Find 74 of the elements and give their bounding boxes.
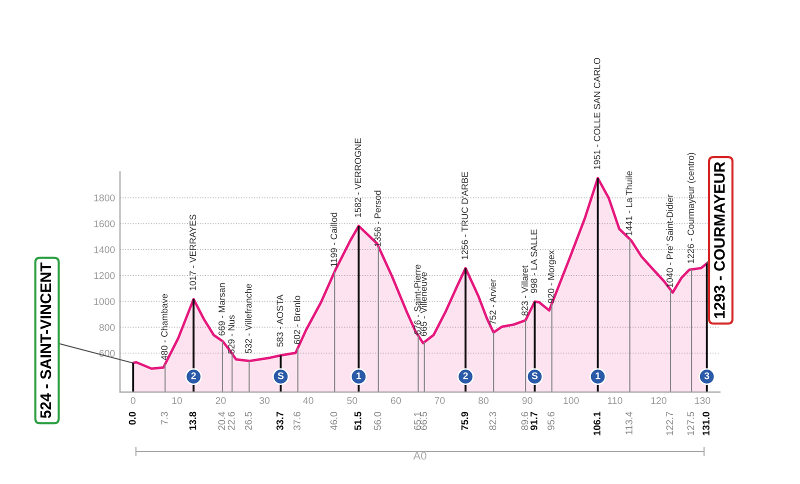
annotation: 1256 - TRUC D'ARBE [462,172,468,260]
ref-line-label: 7.3 [160,412,168,424]
y-tick-label: 1600 [94,220,115,228]
x-tick-label: 70 [434,397,445,404]
annotation: 1951 - COLLE SAN CARLO [594,58,600,170]
annotation: 920 - Morgex [548,250,556,303]
annotation: 676 - Saint-Pierre [414,264,421,335]
x-tick-label: 10 [172,397,182,404]
annotation: 1441 - La Thuile [626,171,632,236]
ref-line-label: 37.6 [294,412,300,430]
ref-line-label: 33.7 [276,412,284,430]
ref-line-label: 65.1 [414,412,421,430]
x-tick-label: 80 [478,397,489,404]
x-tick-label: 20 [216,397,226,404]
annotation: 583 - AOSTA [276,294,284,347]
ref-line-label: 75.9 [461,412,468,430]
x-tick-label: 40 [303,397,314,404]
ref-line-label: 22.6 [228,412,235,430]
annotation: S [278,372,284,380]
ref-line-label: 106.1 [594,412,600,436]
ref-line-label: 26.5 [244,412,252,430]
ref-line-label: 13.8 [189,412,196,430]
ref-line-label: 20.4 [218,412,226,430]
annotation: 998 - LA SALLE [530,229,538,293]
y-tick-label: 1200 [94,272,115,280]
ref-line-label: 127.5 [687,412,694,436]
x-tick-label: 120 [651,397,666,404]
ref-line-label: 131.0 [702,412,710,436]
annotation: 529 - Nus [228,315,235,354]
annotation: 602 - Brenlo [294,296,300,344]
annotation: 1199 - Caillod [330,212,338,267]
annotation: 1582 - VERROGNE [354,138,362,217]
x-tick-label: 50 [347,397,358,404]
y-tick-label: 1400 [94,246,115,254]
annotation: 524 - SAINT-VINCENT [40,262,52,418]
annotation: 665 - Villeneuve [420,272,427,336]
ref-line-label: 122.7 [666,412,674,436]
ref-line-label: 91.7 [530,412,538,430]
annotation: 2 [191,372,196,380]
annotation: 823 - Villaret [521,266,528,316]
annotation: 1356 - Persod [374,190,381,246]
annotation: 1017 - VERRAYES [190,214,196,290]
annotation: 1226 - Courmayeur (centro) [687,152,696,264]
ref-line-label: 46.0 [330,412,338,430]
annotation: 1 [356,372,362,380]
annotation: 1293 - COURMAYEUR [714,162,725,318]
x-tick-label: 90 [522,397,532,404]
annotation: 1 [596,372,600,380]
annotation: 3 [704,372,710,380]
x-tick-label: 110 [608,397,622,404]
y-tick-label: 1000 [94,298,115,305]
annotation: 669 - Marsan [218,283,225,336]
text: A0 [413,452,426,460]
x-tick-label: 60 [391,397,401,404]
annotation: 532 - Villefranche [244,284,252,354]
ref-line-label: 95.6 [548,412,554,430]
ref-line-label: 66.5 [420,412,427,430]
ref-line-label: 113.4 [626,412,632,434]
x-tick-label: 130 [695,397,710,404]
x-tick-label: 100 [564,397,579,404]
annotation: 1040 - Pre' Saint-Didier [666,194,673,288]
y-tick-label: 800 [99,324,115,331]
annotation: 480 - Chambave [160,294,168,360]
y-tick-label: 1800 [94,194,115,202]
x-tick-label: 30 [259,397,270,404]
annotation: 2 [463,372,468,380]
ref-line-label: 89.6 [521,412,528,430]
annotation: 752 - Arvier [489,279,496,325]
ref-line-label: 0.0 [128,412,136,425]
ref-line-label: 56.0 [374,412,382,430]
ref-line-label: 51.5 [354,412,362,430]
ref-line-label: 82.3 [489,412,496,430]
annotation: S [532,372,538,380]
x-tick-label: 0 [130,397,136,404]
